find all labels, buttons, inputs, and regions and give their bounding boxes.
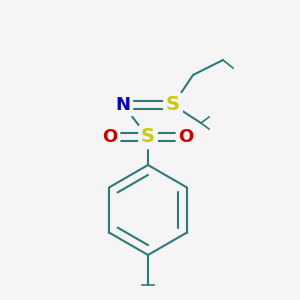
Text: S: S — [141, 128, 155, 146]
Text: S: S — [166, 95, 180, 115]
Text: O: O — [102, 128, 118, 146]
Text: O: O — [178, 128, 194, 146]
Text: N: N — [116, 96, 130, 114]
